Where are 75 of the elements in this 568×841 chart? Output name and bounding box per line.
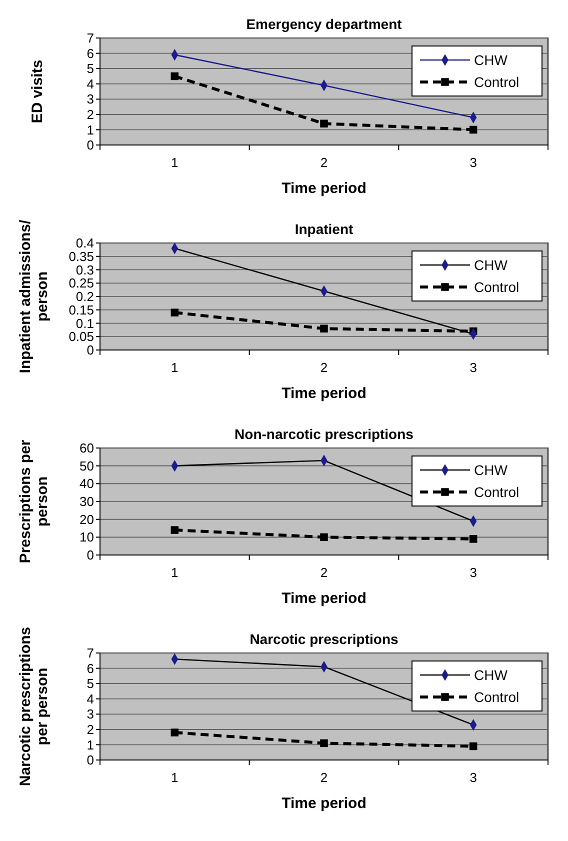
x-tick-label: 2 (320, 360, 328, 375)
x-tick-label: 1 (171, 360, 178, 375)
y-tick-label: 3 (86, 706, 94, 722)
y-tick-label: 4 (86, 76, 94, 92)
y-tick-label: 1 (86, 122, 94, 138)
point (170, 308, 179, 316)
y-tick-label: 0 (86, 752, 94, 768)
y-tick-label: 20 (80, 512, 94, 527)
point (170, 526, 179, 534)
y-tick-label: 6 (86, 46, 94, 61)
y-tick-label: 1 (86, 737, 94, 752)
x-axis-title: Time period (282, 795, 366, 812)
legend-label: Control (474, 74, 520, 90)
y-tick-label: 5 (86, 61, 94, 76)
point (320, 739, 328, 748)
y-tick-label: 0.1 (76, 316, 94, 331)
x-tick-label: 2 (320, 565, 328, 580)
x-axis-title: Time period (282, 590, 366, 607)
y-axis-title: Inpatient admissions/ person (17, 218, 51, 374)
legend-label: CHW (474, 462, 508, 478)
y-tick-label: 7 (86, 30, 94, 46)
chart-title: Non-narcotic prescriptions (234, 426, 414, 442)
y-tick-label: 3 (86, 92, 94, 107)
y-axis-title: ED visits (29, 60, 46, 124)
y-tick-label: 40 (80, 476, 94, 492)
x-tick-label: 3 (470, 565, 477, 580)
y-tick-label: 7 (86, 646, 94, 661)
y-tick-label: 0 (86, 138, 94, 153)
y-tick-label: 2 (86, 722, 94, 737)
x-axis-title: Time period (282, 180, 366, 197)
y-axis-title: Prescriptions per person (17, 440, 51, 564)
point (170, 728, 179, 736)
y-tick-label: 0 (86, 548, 94, 563)
y-tick-label: 0.35 (68, 248, 94, 264)
y-tick-label: 0 (86, 342, 94, 358)
x-tick-label: 1 (171, 565, 178, 580)
point (320, 324, 328, 332)
point (469, 126, 478, 134)
y-tick-label: 50 (80, 458, 94, 474)
legend-label: CHW (474, 666, 508, 683)
x-tick-label: 3 (470, 360, 477, 375)
y-tick-label: 4 (86, 691, 94, 706)
y-tick-label: 0.15 (68, 302, 94, 318)
x-tick-label: 1 (171, 770, 178, 785)
y-tick-label: 10 (80, 530, 94, 545)
x-axis-title: Time period (282, 385, 366, 402)
y-axis-title: Narcotic prescriptions per person (17, 626, 51, 786)
legend-label: CHW (474, 256, 508, 273)
chart-title: Narcotic prescriptions (250, 631, 399, 647)
legend-label: Control (474, 278, 520, 295)
legend-label: Control (474, 484, 520, 500)
chart-title: Emergency department (246, 16, 402, 32)
y-tick-label: 2 (86, 106, 94, 122)
x-tick-label: 3 (470, 155, 477, 170)
legend-label: Control (474, 688, 520, 705)
x-tick-label: 2 (320, 155, 328, 170)
y-tick-label: 0.4 (76, 236, 94, 251)
y-tick-label: 5 (86, 676, 94, 692)
y-tick-label: 30 (80, 494, 94, 510)
point (469, 742, 478, 750)
point (320, 533, 328, 542)
x-tick-label: 2 (320, 770, 328, 785)
y-tick-label: 60 (80, 440, 94, 456)
y-tick-label: 0.05 (68, 329, 94, 344)
x-tick-label: 3 (470, 770, 477, 785)
chart-title: Inpatient (294, 221, 354, 237)
point (469, 535, 478, 543)
x-tick-label: 1 (171, 155, 178, 170)
y-tick-label: 0.2 (76, 289, 94, 304)
y-tick-label: 0.25 (68, 276, 94, 291)
y-tick-label: 0.3 (76, 262, 94, 278)
point (170, 72, 179, 80)
y-tick-label: 6 (86, 660, 94, 676)
point (320, 120, 328, 128)
legend-label: CHW (474, 52, 508, 68)
